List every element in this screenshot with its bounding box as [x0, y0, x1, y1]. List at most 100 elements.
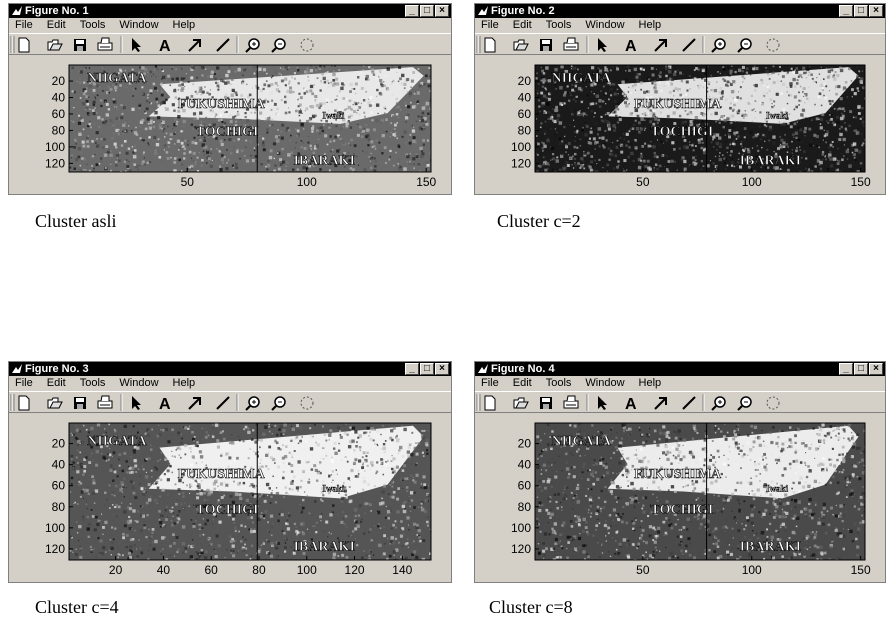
line-icon[interactable]	[682, 38, 696, 52]
print-icon[interactable]	[97, 37, 113, 51]
figure-window-2[interactable]: Figure No. 2 _ □ × File Edit Tools Window Help…	[474, 3, 886, 195]
x-tick-label: 100	[742, 175, 762, 189]
menu-edit[interactable]: Edit	[512, 377, 532, 389]
rotate-icon[interactable]	[300, 396, 314, 410]
minimize-button[interactable]: _	[405, 5, 419, 17]
line-icon[interactable]	[216, 396, 230, 410]
menu-window[interactable]: Window	[585, 19, 625, 31]
y-tick-label: 60	[518, 479, 532, 493]
y-tick-label: 100	[45, 521, 65, 535]
line-icon[interactable]	[682, 396, 696, 410]
window-title: Figure No. 2	[491, 5, 555, 17]
menu-window[interactable]: Window	[119, 377, 159, 389]
y-tick-label: 40	[52, 458, 66, 472]
menu-help[interactable]: Help	[638, 377, 662, 389]
open-icon[interactable]	[47, 397, 63, 409]
menu-tools[interactable]: Tools	[79, 19, 106, 31]
text-icon[interactable]: A	[159, 396, 171, 413]
close-button[interactable]: ×	[435, 363, 449, 375]
minimize-button[interactable]: _	[405, 363, 419, 375]
menu-edit[interactable]: Edit	[46, 19, 66, 31]
arrow-icon[interactable]	[654, 397, 667, 410]
figure-window-4[interactable]: Figure No. 4 _ □ × File Edit Tools Window Help…	[474, 361, 886, 583]
menu-help[interactable]: Help	[638, 19, 662, 31]
pointer-icon[interactable]	[132, 38, 141, 52]
menu-window[interactable]: Window	[119, 19, 159, 31]
figure-window-3[interactable]: Figure No. 3 _ □ × File Edit Tools Window Help…	[8, 361, 452, 583]
menu-edit[interactable]: Edit	[46, 377, 66, 389]
zoom-in-icon[interactable]	[711, 396, 726, 411]
menu-window[interactable]: Window	[585, 377, 625, 389]
y-tick-label: 100	[511, 140, 531, 154]
menu-help[interactable]: Help	[172, 19, 196, 31]
menu-file[interactable]: File	[15, 377, 33, 389]
rotate-icon[interactable]	[300, 38, 314, 52]
text-icon[interactable]: A	[625, 38, 637, 55]
menu-help[interactable]: Help	[172, 377, 196, 389]
map-image: NIIGATA FUKUSHIMA TOCHIGI IBARAKI Iwaki	[535, 423, 865, 560]
print-icon[interactable]	[563, 395, 579, 409]
zoom-in-icon[interactable]	[245, 38, 260, 53]
save-icon[interactable]	[540, 397, 552, 409]
toolbar: A	[9, 391, 451, 413]
menu-file[interactable]: File	[15, 19, 33, 31]
new-icon[interactable]	[484, 37, 496, 53]
text-icon[interactable]: A	[159, 38, 171, 55]
menu-tools[interactable]: Tools	[545, 377, 572, 389]
open-icon[interactable]	[47, 39, 63, 51]
new-icon[interactable]	[484, 395, 496, 411]
zoom-out-icon[interactable]	[271, 396, 286, 411]
pointer-icon[interactable]	[132, 396, 141, 410]
rotate-icon[interactable]	[766, 38, 780, 52]
maximize-button[interactable]: □	[420, 363, 434, 375]
title-bar[interactable]: Figure No. 3 _ □ ×	[9, 362, 451, 376]
zoom-out-icon[interactable]	[737, 396, 752, 411]
line-icon[interactable]	[216, 38, 230, 52]
zoom-out-icon[interactable]	[737, 38, 752, 53]
maximize-button[interactable]: □	[854, 5, 868, 17]
menu-bar: File Edit Tools Window Help	[9, 376, 451, 391]
arrow-icon[interactable]	[188, 39, 201, 52]
zoom-in-icon[interactable]	[711, 38, 726, 53]
close-button[interactable]: ×	[435, 5, 449, 17]
menu-file[interactable]: File	[481, 19, 499, 31]
rotate-icon[interactable]	[766, 396, 780, 410]
toolbar: A	[9, 33, 451, 55]
close-button[interactable]: ×	[869, 363, 883, 375]
open-icon[interactable]	[513, 39, 529, 51]
maximize-button[interactable]: □	[854, 363, 868, 375]
open-icon[interactable]	[513, 397, 529, 409]
new-icon[interactable]	[18, 37, 30, 53]
arrow-icon[interactable]	[188, 397, 201, 410]
pointer-icon[interactable]	[598, 396, 607, 410]
x-tick-label: 150	[416, 175, 436, 189]
menu-file[interactable]: File	[481, 377, 499, 389]
figure-window-1[interactable]: Figure No. 1 _ □ × File Edit Tools Window Help…	[8, 3, 452, 195]
text-icon[interactable]: A	[625, 396, 637, 413]
title-bar[interactable]: Figure No. 2 _ □ ×	[475, 4, 885, 18]
print-icon[interactable]	[97, 395, 113, 409]
pointer-icon[interactable]	[598, 38, 607, 52]
new-icon[interactable]	[18, 395, 30, 411]
y-tick-label: 80	[52, 500, 66, 514]
svg-text:A: A	[159, 38, 171, 55]
y-tick-label: 120	[511, 542, 531, 556]
menu-edit[interactable]: Edit	[512, 19, 532, 31]
save-icon[interactable]	[74, 397, 86, 409]
minimize-button[interactable]: _	[839, 363, 853, 375]
minimize-button[interactable]: _	[839, 5, 853, 17]
print-icon[interactable]	[563, 37, 579, 51]
title-bar[interactable]: Figure No. 4 _ □ ×	[475, 362, 885, 376]
save-icon[interactable]	[540, 39, 552, 51]
menu-tools[interactable]: Tools	[545, 19, 572, 31]
maximize-button[interactable]: □	[420, 5, 434, 17]
zoom-in-icon[interactable]	[245, 396, 260, 411]
map-label-ibaraki: IBARAKI	[740, 539, 801, 554]
menu-tools[interactable]: Tools	[79, 377, 106, 389]
caption-cluster-c8: Cluster c=8	[489, 597, 573, 617]
close-button[interactable]: ×	[869, 5, 883, 17]
zoom-out-icon[interactable]	[271, 38, 286, 53]
arrow-icon[interactable]	[654, 39, 667, 52]
save-icon[interactable]	[74, 39, 86, 51]
title-bar[interactable]: Figure No. 1 _ □ ×	[9, 4, 451, 18]
